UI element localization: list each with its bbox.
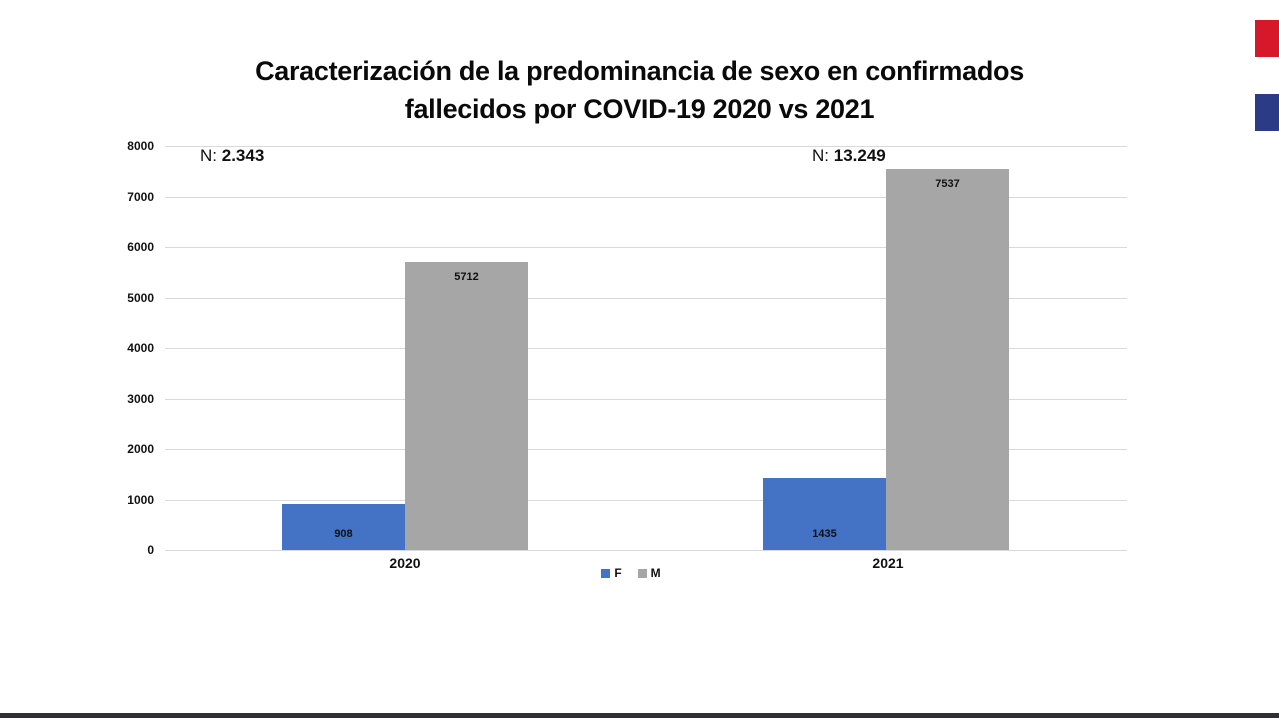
n-annotation-2020: N: 2.343 — [200, 146, 264, 166]
n-value: 2.343 — [221, 146, 265, 165]
x-category-2021: 2021 — [872, 555, 904, 571]
chart-title-line1: Caracterización de la predominancia de s… — [255, 56, 1024, 86]
gridline — [165, 499, 1127, 501]
n-prefix: N: — [200, 146, 217, 165]
gridline — [165, 196, 1127, 198]
legend-item-m: M — [637, 566, 661, 580]
gridline — [165, 146, 1127, 147]
y-tick-label: 1000 — [127, 492, 154, 507]
y-tick-label: 2000 — [127, 442, 154, 456]
legend-swatch-f — [601, 568, 611, 578]
bar-f-2021: 1435 — [763, 477, 886, 550]
y-tick-label: 7000 — [127, 189, 154, 204]
x-category-2020: 2020 — [389, 555, 421, 571]
bar-value-label: 908 — [334, 528, 353, 540]
gridline — [165, 449, 1127, 450]
bar-f-2020: 908 — [282, 504, 405, 550]
y-axis: 8000 7000 6000 5000 4000 3000 2000 1000 0 — [92, 139, 154, 557]
gridline — [165, 247, 1127, 248]
plot-area: 908 5712 1435 7537 — [165, 146, 1127, 551]
bar-value-label: 1435 — [812, 528, 837, 540]
gridline — [165, 348, 1127, 349]
chart-title: Caracterización de la predominancia de s… — [0, 52, 1279, 128]
y-tick-label: 8000 — [127, 139, 154, 153]
gridline — [165, 297, 1127, 299]
corner-red-square — [1255, 20, 1279, 57]
y-tick-label: 6000 — [127, 240, 154, 254]
n-prefix: N: — [812, 146, 829, 165]
gridline — [165, 398, 1127, 400]
bar-value-label: 7537 — [935, 178, 960, 191]
legend-swatch-m — [637, 568, 647, 578]
footer-logo-strip: ViM VIGILANCIA DE LA MORTALIDAD DIRECCIÓ… — [0, 640, 1279, 706]
y-tick-label: 4000 — [127, 341, 154, 355]
bar-value-label: 5712 — [454, 270, 479, 283]
legend-label-m: M — [650, 566, 661, 580]
y-tick-label: 3000 — [127, 391, 154, 406]
y-tick-label: 5000 — [127, 290, 154, 305]
chart-title-line2: fallecidos por COVID-19 2020 vs 2021 — [404, 94, 875, 124]
n-value: 13.249 — [833, 146, 886, 165]
bottom-accent-bar — [0, 713, 1279, 718]
y-tick-label: 0 — [147, 543, 154, 557]
bar-m-2020: 5712 — [405, 261, 528, 550]
n-annotation-2021: N: 13.249 — [812, 146, 886, 166]
bar-m-2021: 7537 — [886, 169, 1009, 550]
legend: F M — [0, 566, 1262, 580]
legend-item-f: F — [601, 566, 622, 580]
gridline — [165, 550, 1127, 551]
legend-label-f: F — [614, 566, 622, 580]
corner-navy-square — [1255, 94, 1279, 131]
